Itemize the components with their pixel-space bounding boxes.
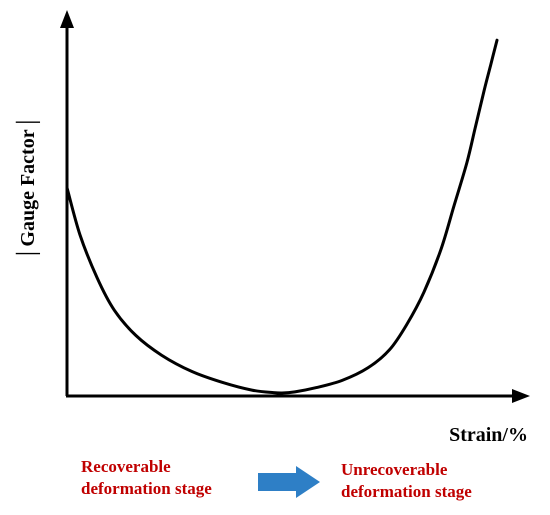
series-line-gauge-factor	[65, 38, 499, 395]
y-axis-arrowhead	[60, 10, 74, 28]
recoverable-stage-label: Recoverable deformation stage	[81, 456, 212, 500]
recoverable-stage-line2: deformation stage	[81, 479, 212, 498]
unrecoverable-stage-line2: deformation stage	[341, 482, 472, 501]
y-axis-label: │Gauge Factor│	[15, 115, 41, 261]
x-axis-label: Strain/%	[449, 424, 528, 446]
recoverable-stage-line1: Recoverable	[81, 457, 171, 476]
unrecoverable-stage-line1: Unrecoverable	[341, 460, 448, 479]
unrecoverable-stage-label: Unrecoverable deformation stage	[341, 459, 472, 503]
stage-transition-arrow-icon	[258, 466, 320, 498]
stage-arrow-shape	[258, 466, 320, 498]
x-axis-arrowhead	[512, 389, 530, 403]
